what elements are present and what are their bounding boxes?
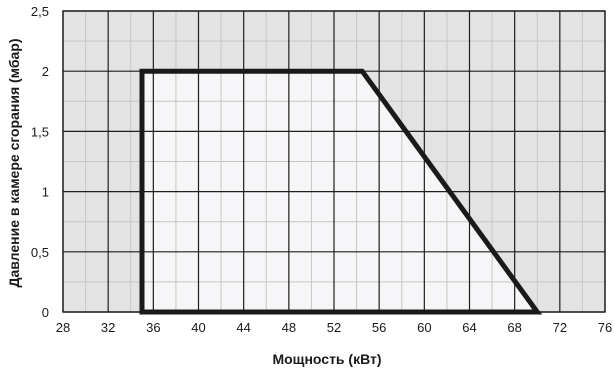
x-tick-label: 36 (146, 320, 160, 335)
y-tick-label: 2,5 (31, 4, 49, 19)
y-tick-label: 2 (42, 64, 49, 79)
operating-area-outline-layer (139, 68, 543, 315)
operating-area-outline (139, 68, 543, 315)
x-tick-label: 28 (56, 320, 70, 335)
x-axis-ticks: 28 32 36 40 44 48 52 56 60 64 68 72 76 (56, 320, 612, 335)
x-tick-label: 68 (507, 320, 521, 335)
x-tick-label: 72 (553, 320, 567, 335)
y-axis-ticks: 0 0,5 1 1,5 2 2,5 (31, 4, 49, 320)
x-tick-label: 56 (372, 320, 386, 335)
x-tick-label: 40 (191, 320, 205, 335)
x-tick-label: 32 (101, 320, 115, 335)
x-tick-label: 52 (327, 320, 341, 335)
x-tick-label: 64 (462, 320, 476, 335)
y-tick-label: 0 (42, 305, 49, 320)
y-tick-label: 1,5 (31, 124, 49, 139)
x-axis-label: Мощность (кВт) (272, 351, 381, 367)
x-tick-label: 60 (417, 320, 431, 335)
x-tick-label: 76 (598, 320, 612, 335)
x-tick-label: 48 (282, 320, 296, 335)
y-tick-label: 1 (42, 185, 49, 200)
x-tick-label: 44 (236, 320, 250, 335)
y-axis-label: Давление в камере сгорания (мбар) (6, 39, 22, 288)
y-tick-label: 0,5 (31, 245, 49, 260)
